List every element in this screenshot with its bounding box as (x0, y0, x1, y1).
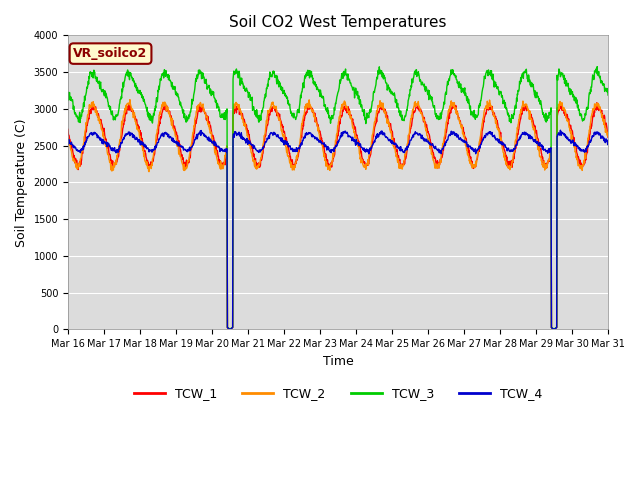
TCW_4 (184, 149, 191, 155)
TCW_4 (226, 326, 234, 332)
TCW_3 (276, 83, 284, 88)
TCW_3 (510, 112, 518, 118)
Line: TCW_2: TCW_2 (68, 100, 608, 329)
Legend: TCW_1, TCW_2, TCW_3, TCW_4: TCW_1, TCW_2, TCW_3, TCW_4 (129, 383, 548, 406)
TCW_3 (64, 91, 72, 97)
TCW_2 (290, 163, 298, 168)
TCW_4 (604, 141, 612, 147)
TCW_2 (226, 326, 234, 332)
TCW_2 (422, 124, 429, 130)
TCW_4 (510, 145, 518, 151)
Title: Soil CO2 West Temperatures: Soil CO2 West Temperatures (229, 15, 447, 30)
Line: TCW_1: TCW_1 (68, 103, 608, 329)
TCW_2 (604, 133, 612, 139)
TCW_2 (64, 138, 72, 144)
TCW_1 (557, 103, 564, 108)
TCW_3 (557, 74, 564, 80)
TCW_3 (289, 115, 297, 120)
TCW_3 (184, 118, 191, 124)
X-axis label: Time: Time (323, 355, 353, 368)
TCW_3 (593, 64, 601, 70)
TCW_3 (421, 84, 429, 90)
TCW_4 (557, 127, 564, 133)
TCW_2 (511, 150, 518, 156)
TCW_1 (276, 116, 284, 122)
TCW_2 (557, 103, 564, 108)
TCW_1 (289, 164, 297, 170)
Line: TCW_4: TCW_4 (68, 130, 608, 329)
TCW_4 (64, 142, 72, 147)
TCW_2 (277, 122, 285, 128)
TCW_2 (184, 158, 191, 164)
Text: VR_soilco2: VR_soilco2 (74, 47, 148, 60)
TCW_4 (421, 136, 429, 142)
TCW_1 (421, 121, 429, 127)
TCW_1 (604, 134, 612, 140)
TCW_4 (289, 147, 297, 153)
TCW_2 (126, 97, 134, 103)
TCW_3 (226, 326, 234, 332)
TCW_3 (604, 92, 612, 98)
TCW_4 (557, 130, 564, 136)
TCW_1 (64, 126, 72, 132)
TCW_1 (226, 326, 234, 332)
Line: TCW_3: TCW_3 (68, 67, 608, 329)
Y-axis label: Soil Temperature (C): Soil Temperature (C) (15, 118, 28, 247)
TCW_4 (276, 135, 284, 141)
TCW_1 (510, 156, 518, 162)
TCW_1 (184, 163, 191, 169)
TCW_1 (593, 100, 601, 106)
